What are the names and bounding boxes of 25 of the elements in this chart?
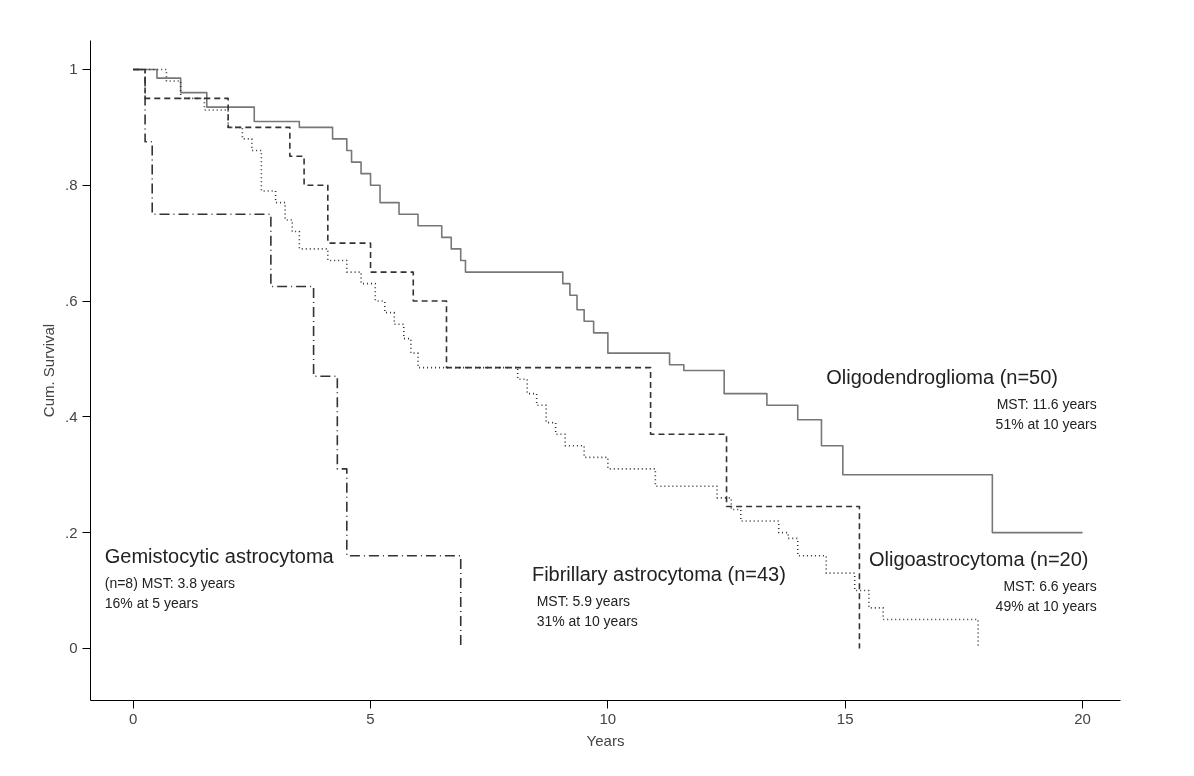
x-tick-label: 20 <box>1074 709 1091 727</box>
y-tick-label: .6 <box>64 292 78 310</box>
x-tick-label: 5 <box>366 709 375 727</box>
annotation: MST: 5.9 years <box>536 592 631 609</box>
x-tick-label: 10 <box>599 709 617 727</box>
series-label: Gemistocytic astrocytoma <box>104 545 335 568</box>
annotation: 51% at 10 years <box>995 415 1097 432</box>
series-label: Oligodendroglioma (n=50) <box>826 365 1059 388</box>
annotation: 31% at 10 years <box>536 612 638 629</box>
annotation: 16% at 5 years <box>104 595 199 612</box>
series-label: Fibrillary astrocytoma (n=43) <box>531 562 786 585</box>
y-tick-label: 0 <box>69 639 78 657</box>
annotation: 49% at 10 years <box>995 598 1097 615</box>
y-tick-label: .8 <box>64 176 78 194</box>
annotation: MST: 11.6 years <box>996 395 1097 412</box>
y-tick-label: .2 <box>64 523 78 541</box>
series-label: Oligoastrocytoma (n=20) <box>868 548 1089 571</box>
y-tick-label: .4 <box>64 407 78 425</box>
x-tick-label: 0 <box>129 709 138 727</box>
x-tick-label: 15 <box>836 709 854 727</box>
y-tick-label: 1 <box>69 60 78 78</box>
annotation: (n=8) MST: 3.8 years <box>104 575 236 592</box>
y-axis-title: Cum. Survival <box>39 323 57 418</box>
x-axis-title: Years <box>586 731 625 749</box>
annotation: MST: 6.6 years <box>1003 578 1097 595</box>
